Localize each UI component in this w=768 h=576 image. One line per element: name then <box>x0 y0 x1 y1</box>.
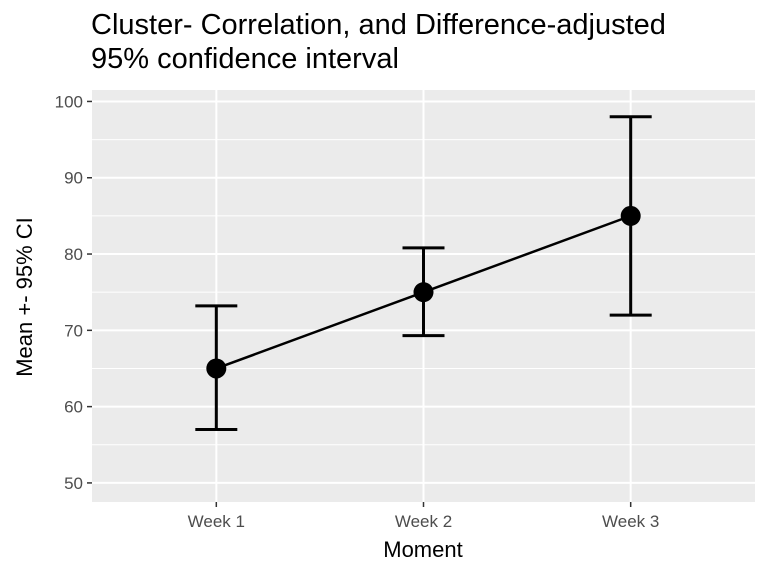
y-tick-label: 100 <box>55 92 83 111</box>
x-axis-title: Moment <box>383 537 462 562</box>
data-point <box>620 205 641 226</box>
x-tick-label: Week 3 <box>602 512 659 531</box>
y-tick-label: 90 <box>64 169 83 188</box>
data-point <box>206 358 227 379</box>
y-tick-label: 80 <box>64 245 83 264</box>
y-tick-label: 70 <box>64 321 83 340</box>
data-marks <box>195 115 652 432</box>
chart-title-line-1: Cluster- Correlation, and Difference-adj… <box>91 9 666 41</box>
x-tick-label: Week 2 <box>395 512 452 531</box>
y-tick-label: 60 <box>64 398 83 417</box>
chart-title: Cluster- Correlation, and Difference-adj… <box>91 8 666 76</box>
data-point <box>413 282 434 303</box>
y-axis-title: Mean +- 95% CI <box>12 217 37 377</box>
y-tick-label: 50 <box>64 474 83 493</box>
axes: 50 60 70 80 90 100 Week 1 Week 2 Week 3 <box>55 92 660 531</box>
chart-title-line-2: 95% confidence interval <box>91 43 399 75</box>
x-tick-label: Week 1 <box>188 512 245 531</box>
